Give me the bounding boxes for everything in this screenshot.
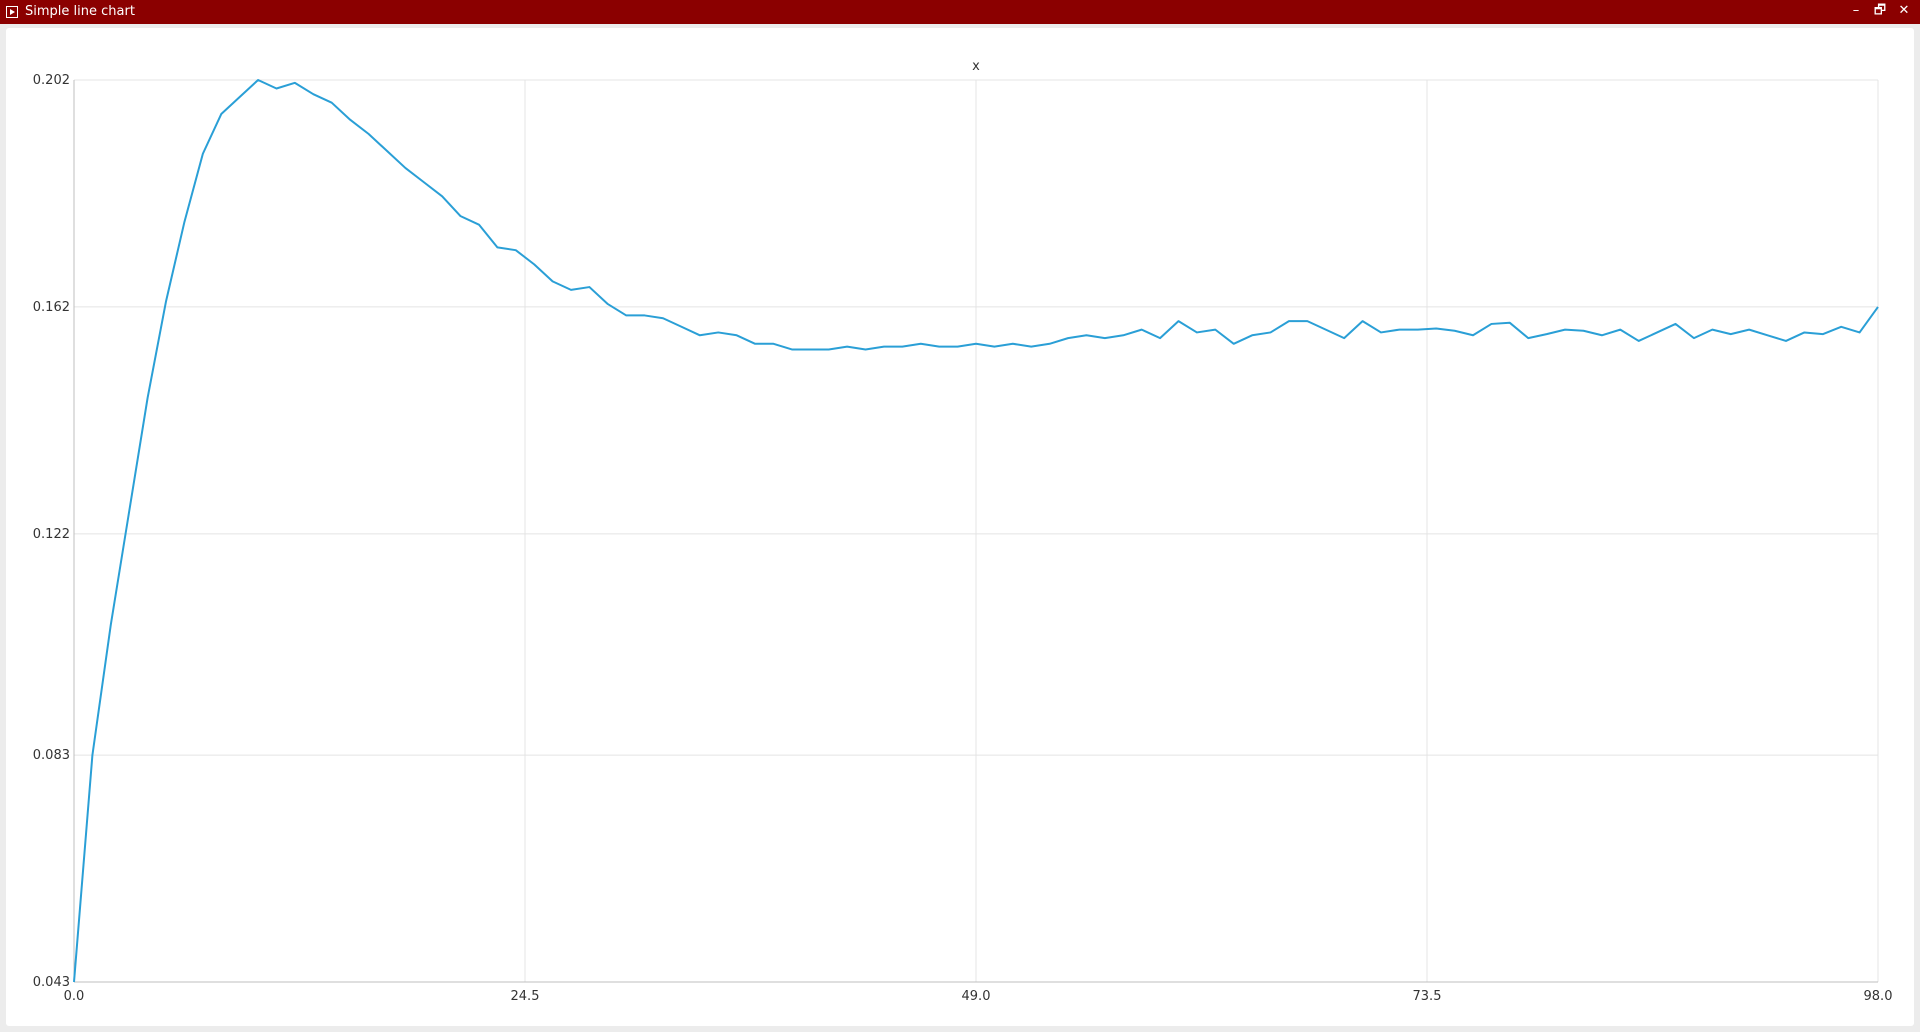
title-bar[interactable]: Simple line chart – 🗗 ✕ bbox=[0, 0, 1920, 24]
grid-lines bbox=[73, 79, 1879, 983]
x-axis-tick-labels: 0.0 24.5 49.0 73.5 98.0 bbox=[64, 989, 1893, 1004]
x-tick-label: 49.0 bbox=[962, 989, 991, 1004]
y-tick-label: 0.043 bbox=[33, 975, 70, 990]
y-tick-label: 0.202 bbox=[33, 73, 70, 88]
series-line bbox=[73, 79, 1879, 983]
chart-panel: x 0.043 0.083 0.122 0.162 0.202 0.0 24.5 49.0 7… bbox=[6, 28, 1914, 1026]
window-controls: – 🗗 ✕ bbox=[1844, 0, 1916, 24]
window-title: Simple line chart bbox=[25, 4, 135, 19]
chart-title: x bbox=[972, 59, 980, 74]
y-tick-label: 0.122 bbox=[33, 527, 70, 542]
axes bbox=[73, 80, 1878, 983]
y-tick-label: 0.162 bbox=[33, 300, 70, 315]
minimize-button[interactable]: – bbox=[1852, 3, 1860, 18]
x-tick-label: 73.5 bbox=[1413, 989, 1442, 1004]
series-group bbox=[73, 79, 1879, 983]
x-tick-label: 24.5 bbox=[511, 989, 540, 1004]
close-button[interactable]: ✕ bbox=[1898, 3, 1910, 18]
line-chart: x 0.043 0.083 0.122 0.162 0.202 0.0 24.5 49.0 7… bbox=[33, 59, 1893, 1004]
maximize-button[interactable]: 🗗 bbox=[1873, 3, 1887, 18]
app-window-icon[interactable] bbox=[6, 6, 18, 18]
x-tick-label: 98.0 bbox=[1864, 989, 1893, 1004]
y-axis-tick-labels: 0.043 0.083 0.122 0.162 0.202 bbox=[33, 73, 70, 990]
x-tick-label: 0.0 bbox=[64, 989, 85, 1004]
y-tick-label: 0.083 bbox=[33, 748, 70, 763]
